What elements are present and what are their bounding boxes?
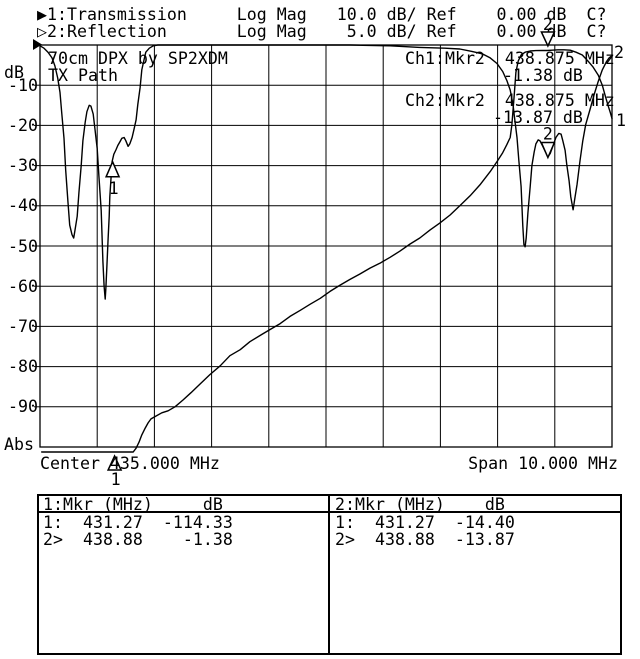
marker-table-header-rule (37, 511, 622, 513)
ch2-marker1-symbol (104, 159, 121, 178)
trace-transmission (41, 49, 613, 453)
y-tick-label: -50 (8, 236, 38, 256)
ch2-marker2-label: 2 (543, 125, 553, 144)
trace2-edge-label: 2 (614, 43, 624, 62)
ch2-marker-readout: Ch2:Mkr2 438.875 MHz (405, 91, 615, 110)
y-tick-label: -60 (8, 276, 38, 296)
marker-table-row: 1: 431.27 -14.40 (335, 513, 515, 532)
ch2-marker-readout-value: -13.87 dB (493, 108, 583, 127)
marker-table-divider (328, 494, 330, 655)
trace1-edge-label: 1 (616, 111, 626, 130)
ch1-marker-readout: Ch1:Mkr2 438.875 MHz (405, 49, 615, 68)
center-frequency-label: Center 435.000 MHz (40, 454, 220, 473)
ch2-marker2-symbol (540, 141, 556, 160)
y-tick-label: -10 (8, 75, 38, 95)
reference-position-icon (33, 39, 42, 50)
ch1-marker-table-rows: 1: 431.27 -114.33 2> 438.88 -1.38 (43, 513, 233, 550)
ch1-marker1-label: 1 (111, 470, 121, 489)
ch1-marker2-symbol (540, 31, 556, 48)
ch1-marker2-label: 2 (543, 15, 553, 34)
y-tick-label: -70 (8, 316, 38, 336)
y-tick-label: -20 (8, 115, 38, 135)
marker-table-row: 1: 431.27 -114.33 (43, 513, 233, 532)
header-channel2-status: ▷2:Reflection Log Mag 5.0 dB/ Ref 0.00 d… (37, 22, 607, 41)
y-axis-unit-label: dB (4, 63, 24, 82)
ch2-marker-table-rows: 1: 431.27 -14.40 2> 438.88 -13.87 (335, 513, 515, 550)
marker-table-row: 2> 438.88 -13.87 (335, 530, 515, 550)
plot-title-line1: 70cm DPX by SP2XDM (48, 49, 228, 68)
plot-title-line2: TX Path (48, 66, 118, 85)
ch1-marker-table-header: 1:Mkr (MHz) dB (43, 495, 223, 514)
y-tick-label: -30 (8, 156, 38, 176)
marker-table-row: 2> 438.88 -1.38 (43, 530, 233, 550)
y-tick-label: -90 (8, 397, 38, 417)
ch1-marker1-symbol (106, 454, 123, 471)
ch2-marker-table-header: 2:Mkr (MHz) dB (335, 495, 505, 514)
header-channel1-status: ▶1:Transmission Log Mag 10.0 dB/ Ref 0.0… (37, 5, 607, 24)
y-tick-label: -40 (8, 196, 38, 216)
ch1-marker-readout-value: -1.38 dB (503, 66, 583, 85)
trace-reflection (39, 44, 613, 300)
y-tick-label: -80 (8, 357, 38, 377)
ch2-marker1-label: 1 (109, 179, 119, 198)
y-axis-abs-label: Abs (4, 435, 34, 454)
span-label: Span 10.000 MHz (468, 454, 618, 473)
